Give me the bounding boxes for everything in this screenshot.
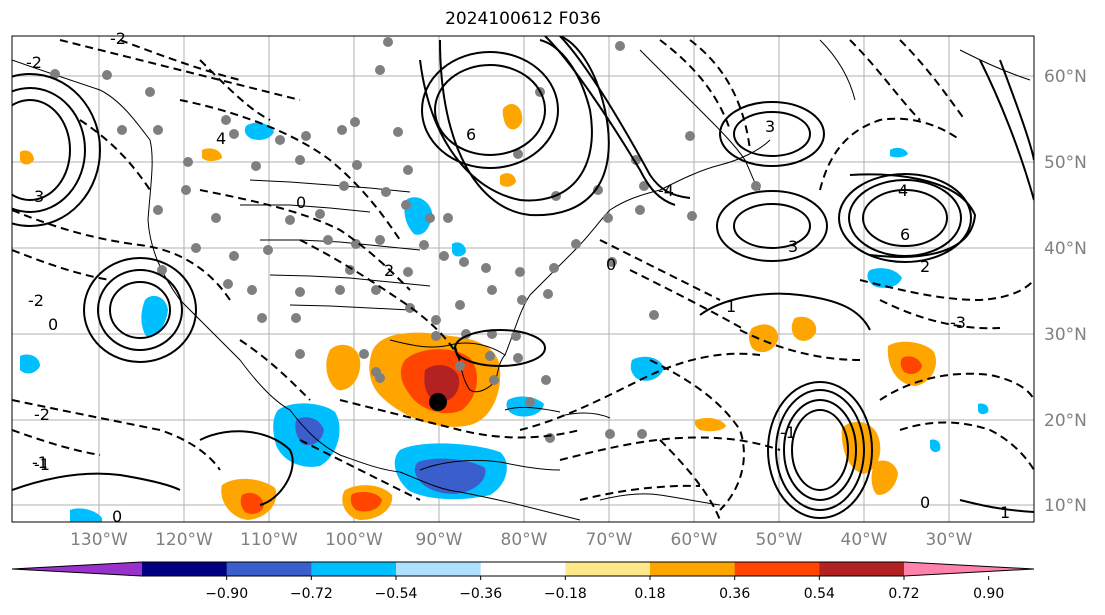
contour-label: 6 bbox=[466, 125, 476, 144]
lat-label: 10°N bbox=[1044, 496, 1087, 516]
lat-label: 50°N bbox=[1044, 153, 1087, 173]
colorbar-tick-label: −0.18 bbox=[544, 586, 587, 602]
contour-label: 3 bbox=[765, 117, 775, 136]
contour-label: 2 bbox=[920, 257, 930, 276]
contour-label: -1 bbox=[34, 455, 50, 474]
contour-label: -2 bbox=[110, 29, 126, 48]
contour-label: 4 bbox=[216, 129, 226, 148]
latitude-labels: 60°N 50°N 40°N 30°N 20°N 10°N bbox=[1044, 67, 1087, 516]
contour-label: 1 bbox=[1000, 503, 1010, 522]
lon-label: 30°W bbox=[926, 530, 973, 550]
colorbar-segment bbox=[396, 562, 482, 576]
positive-contours bbox=[12, 36, 1034, 519]
colorbar-segment bbox=[650, 562, 736, 576]
shaded-fields bbox=[20, 103, 989, 522]
colorbar-tick-label: 0.90 bbox=[973, 586, 1004, 602]
contour-label: 0 bbox=[920, 493, 930, 512]
contour-label: 0 bbox=[112, 507, 122, 526]
contour-label: 0 bbox=[296, 193, 306, 212]
lon-label: 100°W bbox=[325, 530, 383, 550]
colorbar-extend-max bbox=[904, 562, 1034, 576]
lat-label: 30°N bbox=[1044, 325, 1087, 345]
lon-label: 60°W bbox=[671, 530, 718, 550]
lat-label: 60°N bbox=[1044, 67, 1087, 87]
colorbar-tick-label: 0.18 bbox=[634, 586, 665, 602]
colorbar-tick-label: −0.54 bbox=[375, 586, 418, 602]
lon-label: 40°W bbox=[841, 530, 888, 550]
lat-label: 40°N bbox=[1044, 239, 1087, 259]
colorbar: −0.90 −0.72 −0.54 −0.36 −0.18 0.18 0.36 0.54 0.7… bbox=[11, 561, 1035, 602]
colorbar-segment bbox=[226, 562, 312, 576]
contour-label: 0 bbox=[48, 315, 58, 334]
colorbar-segment bbox=[565, 562, 651, 576]
colorbar-tick-label: 0.72 bbox=[888, 586, 919, 602]
lon-label: 80°W bbox=[501, 530, 548, 550]
contour-label: -4 bbox=[658, 181, 674, 200]
contour-label: -3 bbox=[950, 313, 966, 332]
map-frame bbox=[11, 35, 1035, 523]
negative-contours bbox=[12, 39, 1034, 521]
contour-labels: -2 3 4 6 3 6 4 3 -4 -2 0 1 -1 0 -3 2 1 -… bbox=[26, 29, 1010, 526]
contour-label: 3 bbox=[34, 187, 44, 206]
colorbar-segment bbox=[819, 562, 905, 576]
storm-center-marker bbox=[429, 393, 447, 411]
lon-label: 70°W bbox=[586, 530, 633, 550]
map-title: 2024100612 F036 bbox=[445, 9, 601, 29]
colorbar-outline bbox=[11, 561, 1035, 577]
contour-label: 0 bbox=[606, 255, 616, 274]
colorbar-segment bbox=[311, 562, 397, 576]
contour-label: -1 bbox=[32, 453, 48, 472]
lon-label: 90°W bbox=[416, 530, 463, 550]
contour-label: -2 bbox=[28, 291, 44, 310]
colorbar-extend-min bbox=[12, 562, 142, 576]
contour-label: 6 bbox=[900, 225, 910, 244]
colorbar-segment bbox=[480, 562, 566, 576]
lon-label: 110°W bbox=[240, 530, 298, 550]
contour-label: 3 bbox=[788, 237, 798, 256]
lon-label: 130°W bbox=[70, 530, 128, 550]
lat-label: 20°N bbox=[1044, 411, 1087, 431]
colorbar-tick-label: −0.90 bbox=[205, 586, 248, 602]
contour-label: 2 bbox=[384, 261, 394, 280]
longitude-labels: 130°W 120°W 110°W 100°W 90°W 80°W 70°W 6… bbox=[70, 530, 973, 550]
contour-label: -2 bbox=[26, 53, 42, 72]
colorbar-tick-label: 0.54 bbox=[804, 586, 835, 602]
lon-label: 50°W bbox=[756, 530, 803, 550]
colorbar-segment bbox=[142, 562, 228, 576]
contour-label: -1 bbox=[780, 423, 796, 442]
graticule bbox=[12, 36, 1034, 522]
contour-label: 4 bbox=[898, 181, 908, 200]
lon-label: 120°W bbox=[155, 530, 213, 550]
contour-label: -2 bbox=[34, 405, 50, 424]
colorbar-tick-label: −0.72 bbox=[290, 586, 333, 602]
colorbar-tick-label: −0.36 bbox=[459, 586, 502, 602]
colorbar-segment bbox=[734, 562, 820, 576]
colorbar-tick-label: 0.36 bbox=[719, 586, 750, 602]
contour-label: 1 bbox=[726, 297, 736, 316]
